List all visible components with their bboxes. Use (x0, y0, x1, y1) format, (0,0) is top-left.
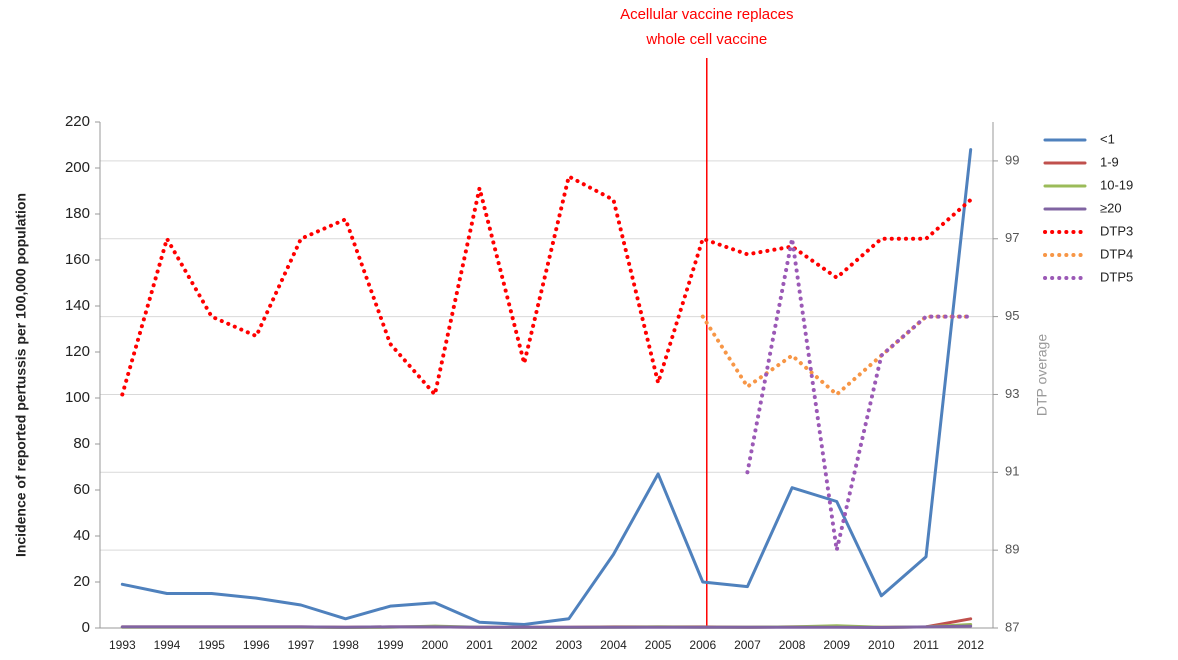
legend-label: ≥20 (1100, 200, 1122, 215)
x-tick-label: 2009 (823, 638, 850, 652)
series-line (120, 174, 973, 397)
y-tick-label: 140 (65, 297, 90, 314)
legend-label: <1 (1100, 131, 1115, 146)
x-tick-label: 1997 (288, 638, 315, 652)
x-tick-label: 2007 (734, 638, 761, 652)
x-tick-label: 2010 (868, 638, 895, 652)
x-tick-label: 2008 (779, 638, 806, 652)
y-tick-label: 220 (65, 113, 90, 130)
legend-label: DTP3 (1100, 223, 1133, 238)
y-tick-label: 160 (65, 251, 90, 268)
x-tick-label: 2012 (957, 638, 984, 652)
y2-tick-label: 93 (1005, 386, 1019, 401)
annotation-text: whole cell vaccine (645, 31, 767, 48)
x-tick-label: 1998 (332, 638, 359, 652)
series-line (700, 314, 973, 397)
x-tick-label: 2002 (511, 638, 538, 652)
y-tick-label: 100 (65, 389, 90, 406)
x-tick-label: 1999 (377, 638, 404, 652)
legend-label: 10-19 (1100, 177, 1133, 192)
x-tick-label: 2005 (645, 638, 672, 652)
y2-axis-title: DTP overage (1034, 334, 1050, 416)
legend-label: DTP4 (1100, 246, 1133, 261)
y2-tick-label: 95 (1005, 308, 1019, 323)
y-tick-label: 200 (65, 159, 90, 176)
x-tick-label: 2004 (600, 638, 627, 652)
series-line (120, 624, 973, 630)
x-tick-label: 2003 (555, 638, 582, 652)
y-tick-label: 120 (65, 343, 90, 360)
y2-tick-label: 87 (1005, 619, 1019, 634)
y2-tick-label: 89 (1005, 542, 1019, 557)
x-tick-label: 2000 (422, 638, 449, 652)
y-tick-label: 180 (65, 205, 90, 222)
y2-tick-label: 99 (1005, 152, 1019, 167)
y-axis-title: Incidence of reported pertussis per 100,… (13, 193, 29, 557)
x-tick-label: 2011 (913, 638, 939, 652)
y-tick-label: 40 (73, 527, 90, 544)
x-tick-label: 2006 (689, 638, 716, 652)
y-tick-label: 0 (82, 619, 90, 636)
x-tick-label: 1993 (109, 638, 136, 652)
series-line (745, 236, 973, 553)
x-tick-label: 1996 (243, 638, 270, 652)
legend-label: DTP5 (1100, 269, 1133, 284)
x-tick-label: 1994 (154, 638, 181, 652)
y2-tick-label: 91 (1005, 464, 1019, 479)
x-tick-label: 2001 (466, 638, 493, 652)
legend-label: 1-9 (1100, 154, 1119, 169)
x-tick-label: 1995 (198, 638, 225, 652)
y2-tick-label: 97 (1005, 230, 1019, 245)
series-line (120, 148, 973, 627)
y-tick-label: 80 (73, 435, 90, 452)
y-tick-label: 20 (73, 573, 90, 590)
annotation-text: Acellular vaccine replaces (620, 6, 793, 23)
y-tick-label: 60 (73, 481, 90, 498)
